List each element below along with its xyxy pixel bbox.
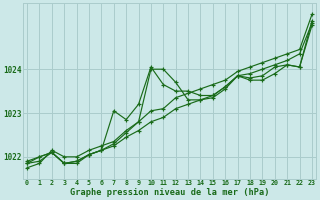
X-axis label: Graphe pression niveau de la mer (hPa): Graphe pression niveau de la mer (hPa) (70, 188, 269, 197)
